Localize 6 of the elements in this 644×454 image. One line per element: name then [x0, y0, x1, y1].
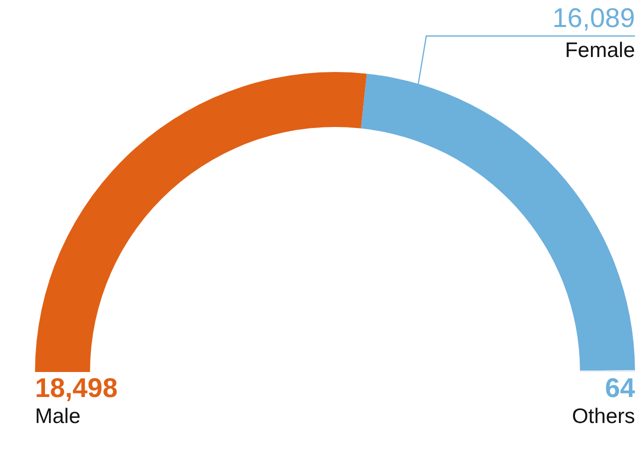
slice-label: Female	[564, 39, 635, 62]
slice-label: Male	[35, 405, 81, 428]
slice-label: Others	[572, 405, 635, 428]
data-label: 64	[604, 373, 635, 403]
data-label: 18,498	[35, 373, 118, 403]
data-label: 16,089	[552, 3, 635, 33]
